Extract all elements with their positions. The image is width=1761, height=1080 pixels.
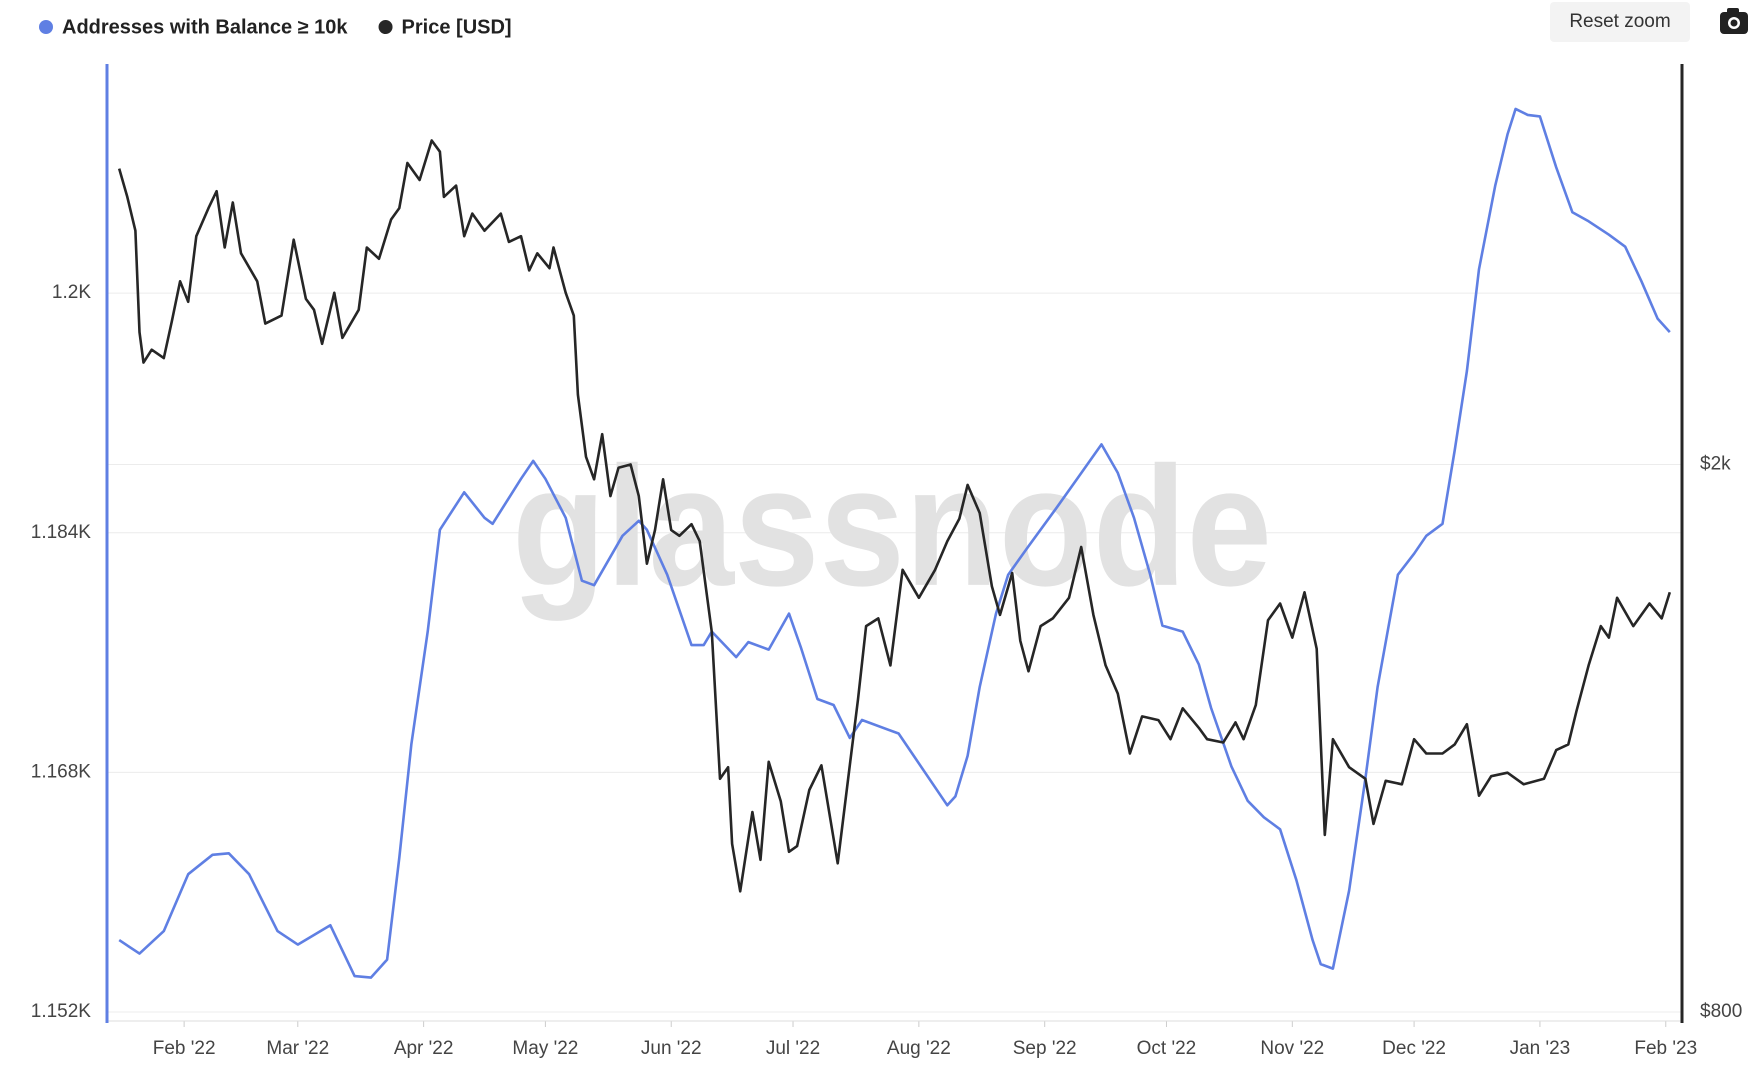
x-tick-label: Feb '22 xyxy=(153,1038,216,1059)
x-tick-label: Oct '22 xyxy=(1137,1038,1197,1059)
x-tick-label: Sep '22 xyxy=(1013,1038,1077,1059)
legend-label: Price [USD] xyxy=(402,16,512,38)
y-tick-label: 1.2K xyxy=(52,282,91,303)
legend-marker xyxy=(378,20,393,34)
grid xyxy=(107,292,1682,1013)
x-tick-label: Feb '23 xyxy=(1634,1038,1697,1059)
x-tick-label: Apr '22 xyxy=(394,1038,454,1059)
legend-label: Addresses with Balance ≥ 10k xyxy=(62,16,348,38)
x-tick-label: Jun '22 xyxy=(641,1038,702,1059)
x-tick-label: Mar '22 xyxy=(266,1038,329,1059)
camera-top[interactable] xyxy=(1727,8,1739,14)
reset-zoom-button[interactable]: Reset zoom xyxy=(1550,2,1690,42)
x-tick-label: Aug '22 xyxy=(887,1038,951,1059)
button-background[interactable] xyxy=(1550,2,1690,42)
x-tick-label: Jul '22 xyxy=(766,1038,820,1059)
y-tick-label: 1.184K xyxy=(31,522,92,543)
camera-icon[interactable] xyxy=(1720,8,1748,34)
x-tick-label: Jan '23 xyxy=(1510,1038,1571,1059)
x-tick-label: Dec '22 xyxy=(1382,1038,1446,1059)
x-tick-label: May '22 xyxy=(512,1038,578,1059)
watermark: glassnode xyxy=(512,432,1272,622)
series-line xyxy=(118,107,1671,979)
x-tick-label: Nov '22 xyxy=(1260,1038,1324,1059)
y2-tick-label: $2k xyxy=(1700,454,1731,475)
y-tick-label: 1.168K xyxy=(31,761,92,782)
button-label[interactable]: Reset zoom xyxy=(1569,11,1670,32)
legend-marker xyxy=(39,20,53,34)
series-line xyxy=(117,139,1672,893)
y-tick-label: 1.152K xyxy=(31,1001,92,1022)
y2-tick-label: $800 xyxy=(1700,1001,1742,1022)
camera-lens-inner[interactable] xyxy=(1730,19,1738,27)
